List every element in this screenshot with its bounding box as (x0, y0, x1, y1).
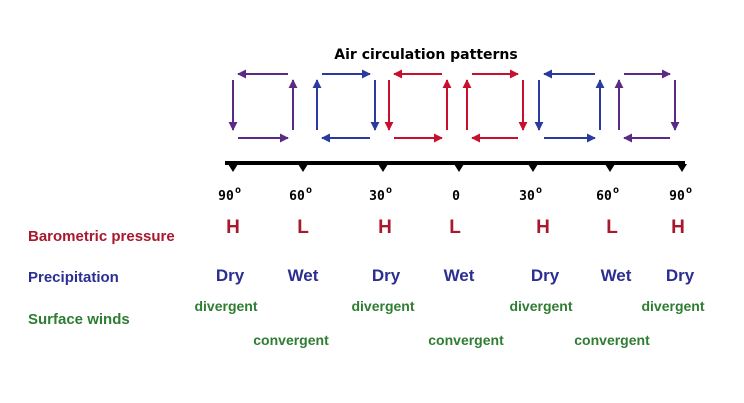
circulation-cell (384, 69, 452, 143)
circulation-cell (228, 69, 298, 143)
circulation-cell (614, 69, 680, 143)
wind-divergent: divergent (194, 298, 257, 314)
axis-tick (528, 164, 538, 172)
pressure-value: L (606, 217, 618, 238)
precipitation-value: Wet (288, 266, 319, 285)
pressure-value: L (449, 217, 461, 238)
axis-ticks (228, 164, 687, 172)
wind-convergent: convergent (574, 332, 650, 348)
latitude-label: 60 (596, 189, 612, 204)
latitude-axis (225, 161, 687, 172)
degree-symbol: o (306, 185, 312, 196)
precipitation-value: Dry (666, 266, 695, 285)
diagram-title: Air circulation patterns (334, 47, 517, 63)
axis-tick (677, 164, 687, 172)
surface-winds-label: Surface winds (28, 311, 130, 328)
latitude-label: 30 (519, 189, 535, 204)
pressure-values: H L H L H L H (226, 217, 685, 238)
axis-tick (378, 164, 388, 172)
pressure-value: H (226, 217, 240, 238)
axis-tick (605, 164, 615, 172)
surface-wind-values: divergent divergent divergent divergent … (194, 298, 704, 348)
pressure-value: H (536, 217, 550, 238)
pressure-value: H (378, 217, 392, 238)
precipitation-value: Wet (444, 266, 475, 285)
wind-divergent: divergent (509, 298, 572, 314)
degree-symbol: o (386, 185, 392, 196)
axis-tick (454, 164, 464, 172)
pressure-value: L (297, 217, 309, 238)
barometric-pressure-label: Barometric pressure (28, 228, 175, 245)
axis-tick (228, 164, 238, 172)
precipitation-label: Precipitation (28, 269, 119, 286)
wind-divergent: divergent (641, 298, 704, 314)
wind-convergent: convergent (253, 332, 329, 348)
latitude-label: 90 (669, 189, 685, 204)
precipitation-value: Dry (372, 266, 401, 285)
circulation-cells (228, 69, 680, 143)
latitude-label: 90 (218, 189, 234, 204)
degree-symbol: o (235, 185, 241, 196)
wind-divergent: divergent (351, 298, 414, 314)
precipitation-value: Dry (531, 266, 560, 285)
degree-symbol: o (536, 185, 542, 196)
degree-symbol: o (613, 185, 619, 196)
circulation-cell (312, 69, 380, 143)
axis-tick (298, 164, 308, 172)
circulation-cell (534, 69, 605, 143)
circulation-cell (462, 69, 528, 143)
pressure-value: H (671, 217, 685, 238)
latitude-label: 0 (452, 189, 460, 204)
precipitation-value: Wet (601, 266, 632, 285)
precipitation-value: Dry (216, 266, 245, 285)
latitude-label: 30 (369, 189, 385, 204)
latitude-label: 60 (289, 189, 305, 204)
latitude-labels: 90 o 60 o 30 o 0 30 o 60 o 90 o (218, 185, 692, 204)
degree-symbol: o (686, 185, 692, 196)
wind-convergent: convergent (428, 332, 504, 348)
precipitation-values: Dry Wet Dry Wet Dry Wet Dry (216, 266, 695, 285)
